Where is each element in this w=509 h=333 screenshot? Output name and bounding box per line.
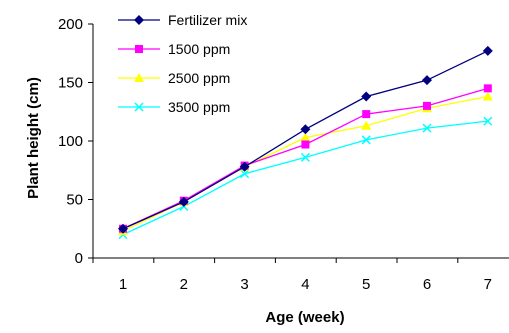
x-axis-title: Age (week) [265, 309, 344, 326]
legend-item-3: 3500 ppm [118, 99, 230, 115]
x-tick-label-5: 6 [423, 276, 431, 293]
legend-item-2: 2500 ppm [118, 70, 230, 86]
y-tick-label-2: 100 [58, 133, 83, 150]
series-3-point-2 [240, 169, 250, 179]
series-0-point-3 [300, 124, 311, 135]
series-3-point-4 [361, 135, 371, 145]
series-group [118, 45, 493, 240]
y-tick-label-0: 0 [75, 250, 83, 267]
legend-item-0: Fertilizer mix [118, 12, 247, 28]
series-3-point-5 [422, 123, 432, 133]
x-tick-label-1: 2 [180, 276, 188, 293]
x-tick-label-0: 1 [119, 276, 127, 293]
series-1-point-5 [423, 101, 431, 110]
series-0-point-0 [118, 223, 128, 234]
series-3-point-3 [300, 152, 310, 162]
series-0-point-4 [361, 91, 372, 102]
legend-label-0: Fertilizer mix [168, 12, 247, 28]
series-1-point-6 [483, 84, 492, 93]
series-2-point-3 [300, 132, 311, 142]
series-0-point-5 [422, 75, 432, 86]
legend-label-1: 1500 ppm [168, 41, 230, 57]
legend-marker-2 [134, 73, 144, 82]
y-tick-label-3: 150 [58, 75, 83, 92]
series-0-point-1 [178, 196, 189, 207]
series-1-point-4 [362, 110, 371, 119]
y-axis-title: Plant height (cm) [25, 77, 42, 199]
y-ticks: 0 50 100 150 200 [58, 16, 93, 267]
legend-marker-3 [134, 102, 144, 112]
series-1-point-3 [301, 140, 310, 149]
legend-marker-0 [134, 15, 144, 25]
y-tick-label-4: 200 [58, 16, 83, 33]
series-2-point-4 [361, 120, 372, 130]
x-ticks: 1 2 3 4 5 6 7 [92, 258, 492, 293]
series-0 [118, 45, 493, 234]
legend-marker-1 [135, 45, 143, 53]
legend-label-3: 3500 ppm [168, 99, 230, 115]
legend-label-2: 2500 ppm [168, 70, 230, 86]
series-0-point-2 [239, 161, 250, 172]
series-3-point-6 [483, 116, 493, 126]
series-line-2 [122, 95, 488, 232]
legend: Fertilizer mix 1500 ppm 2500 ppm 3500 ppm [118, 12, 247, 115]
x-tick-label-4: 5 [362, 276, 370, 293]
y-tick-label-1: 50 [66, 192, 83, 209]
x-tick-label-3: 4 [301, 276, 309, 293]
series-2-point-6 [482, 91, 493, 101]
x-tick-label-6: 7 [484, 276, 492, 293]
x-tick-label-2: 3 [240, 276, 248, 293]
series-0-point-6 [482, 45, 493, 56]
legend-item-1: 1500 ppm [118, 41, 230, 57]
